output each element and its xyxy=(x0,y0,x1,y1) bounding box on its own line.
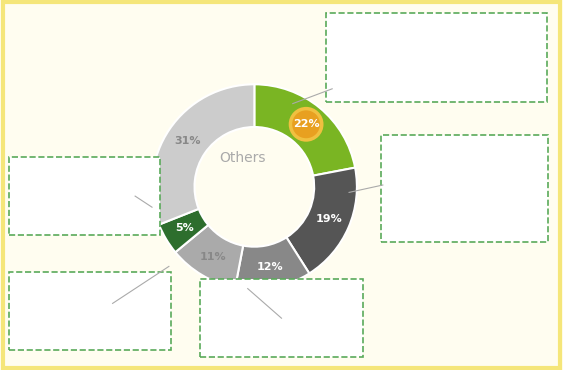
Text: HENRY SCHEIN: HENRY SCHEIN xyxy=(44,176,125,186)
Wedge shape xyxy=(254,84,355,176)
Text: ZIMMER BIOMET: ZIMMER BIOMET xyxy=(42,293,138,304)
Text: NEODENT: NEODENT xyxy=(410,71,472,84)
Text: 22%: 22% xyxy=(293,119,319,129)
Text: 11%: 11% xyxy=(200,252,226,262)
Text: DANAHER: DANAHER xyxy=(434,152,495,163)
FancyBboxPatch shape xyxy=(200,279,363,357)
Wedge shape xyxy=(175,225,243,287)
Text: BIOHORIZONS: BIOHORIZONS xyxy=(78,209,138,219)
Wedge shape xyxy=(152,84,254,225)
Text: 12%: 12% xyxy=(256,262,283,272)
Text: ASTRATECH DENTAL: ASTRATECH DENTAL xyxy=(239,334,324,343)
Text: Nobel
Biocare: Nobel Biocare xyxy=(394,203,420,214)
Text: camlog: camlog xyxy=(34,209,65,219)
Wedge shape xyxy=(287,168,357,273)
Wedge shape xyxy=(235,238,309,289)
Wedge shape xyxy=(159,209,208,252)
FancyBboxPatch shape xyxy=(325,13,547,102)
FancyBboxPatch shape xyxy=(9,157,160,235)
Text: Others: Others xyxy=(220,151,266,165)
Text: Your progress. Our promise.: Your progress. Our promise. xyxy=(42,326,138,332)
Text: Sybron
Implant Solutions: Sybron Implant Solutions xyxy=(496,203,544,214)
FancyBboxPatch shape xyxy=(381,135,548,242)
Text: 5%: 5% xyxy=(175,223,194,233)
Circle shape xyxy=(291,109,322,140)
Text: 19%: 19% xyxy=(315,214,342,224)
Text: straumann: straumann xyxy=(390,32,491,50)
Text: 31%: 31% xyxy=(174,136,200,146)
FancyBboxPatch shape xyxy=(9,272,171,350)
Text: DENTSPLY: DENTSPLY xyxy=(238,299,325,313)
Text: Implant Direct: Implant Direct xyxy=(442,206,487,211)
